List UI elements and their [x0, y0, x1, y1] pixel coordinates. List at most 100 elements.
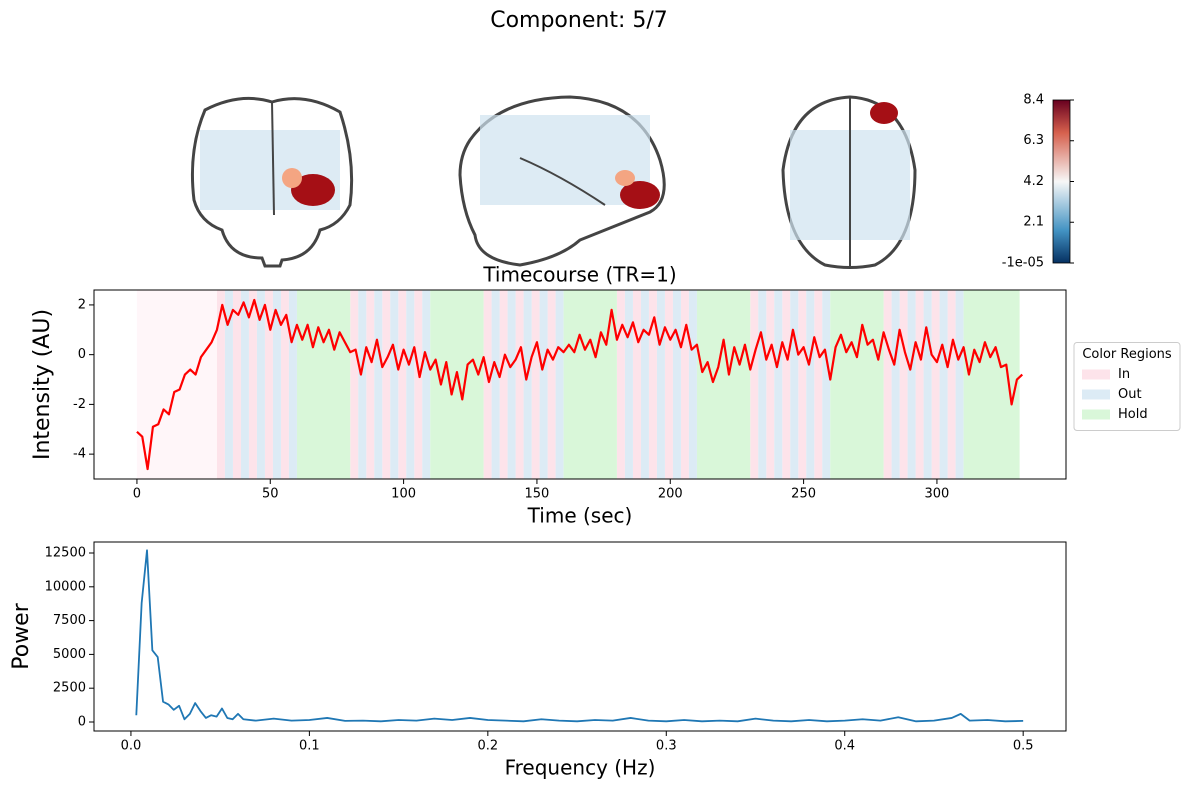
region-span: [798, 290, 807, 479]
region-span: [696, 290, 751, 479]
region-span: [766, 290, 775, 479]
legend-box: [1073, 342, 1181, 431]
y-tick-label: 2: [78, 297, 86, 312]
region-span: [640, 290, 649, 479]
legend-label: Hold: [1118, 407, 1148, 422]
region-span: [672, 290, 681, 479]
region-span: [632, 290, 641, 479]
region-span: [296, 290, 351, 479]
x-tick-label: 300: [925, 487, 950, 502]
region-span: [240, 290, 249, 479]
region-span: [264, 290, 273, 479]
y-tick-label: 10000: [45, 579, 86, 594]
figure-title: Component: 5/7: [490, 8, 668, 33]
brain-sagittal: [458, 95, 666, 267]
region-span: [616, 290, 625, 479]
region-span: [280, 290, 289, 479]
region-span: [288, 290, 297, 479]
region-span: [806, 290, 815, 479]
region-span: [680, 290, 689, 479]
y-tick-label: 0: [78, 714, 86, 729]
brain-coronal: [190, 96, 354, 268]
region-span: [499, 290, 508, 479]
region-span: [939, 290, 948, 479]
region-span: [374, 290, 383, 479]
y-axis-label: Power: [9, 602, 34, 669]
legend-label: Out: [1118, 387, 1142, 402]
region-span: [774, 290, 783, 479]
region-span: [899, 290, 908, 479]
x-tick-label: 0.5: [1013, 739, 1034, 754]
region-span: [624, 290, 633, 479]
legend-label: In: [1118, 367, 1130, 382]
data-line: [136, 298, 1024, 471]
region-span: [539, 290, 548, 479]
region-span: [232, 290, 241, 479]
y-tick-label: -4: [73, 447, 86, 462]
region-span: [814, 290, 823, 479]
x-tick-label: 0.3: [656, 739, 677, 754]
region-span: [883, 290, 892, 479]
region-span: [430, 290, 484, 479]
region-span: [830, 290, 884, 479]
region-span: [555, 290, 564, 479]
region-span: [963, 290, 1020, 479]
region-span: [915, 290, 924, 479]
region-span: [256, 290, 265, 479]
x-tick-label: 0: [133, 487, 141, 502]
x-tick-label: 0.4: [834, 739, 855, 754]
region-span: [483, 290, 492, 479]
region-span: [563, 290, 617, 479]
region-span: [272, 290, 281, 479]
x-tick-label: 50: [262, 487, 279, 502]
region-span: [515, 290, 524, 479]
region-span: [224, 290, 233, 479]
region-span: [531, 290, 540, 479]
y-tick-label: -2: [73, 397, 86, 412]
region-span: [664, 290, 673, 479]
x-tick-label: 150: [525, 487, 550, 502]
region-span: [790, 290, 799, 479]
region-span: [923, 290, 932, 479]
axes-frame: [93, 289, 1067, 480]
x-tick-label: 200: [658, 487, 683, 502]
region-span: [491, 290, 500, 479]
region-span: [955, 290, 964, 479]
legend-swatch: [1082, 409, 1110, 420]
region-span: [822, 290, 831, 479]
x-tick-label: 0.1: [299, 739, 320, 754]
x-tick-label: 100: [391, 487, 416, 502]
x-tick-label: 0.2: [477, 739, 498, 754]
colorbar-tick-label: 4.2: [1023, 174, 1044, 189]
y-tick-label: 0: [78, 347, 86, 362]
region-span: [216, 290, 225, 479]
region-span: [390, 290, 399, 479]
y-axis-label: Intensity (AU): [30, 309, 55, 460]
y-tick-label: 2500: [53, 681, 86, 696]
colorbar-tick-label: 2.1: [1023, 215, 1044, 230]
region-span: [648, 290, 657, 479]
y-tick-label: 7500: [53, 613, 86, 628]
region-span: [406, 290, 415, 479]
data-line: [135, 549, 1024, 723]
region-span: [382, 290, 391, 479]
y-tick-label: 5000: [53, 647, 86, 662]
legend-title: Color Regions: [1082, 347, 1172, 362]
colorbar-tick-label: -1e-05: [1002, 256, 1044, 271]
region-span: [358, 290, 367, 479]
legend-swatch: [1082, 369, 1110, 380]
region-span: [366, 290, 375, 479]
region-span: [758, 290, 767, 479]
region-span: [750, 290, 759, 479]
colorbar-tick-label: 8.4: [1023, 93, 1044, 108]
region-span: [688, 290, 697, 479]
x-axis-label: Frequency (Hz): [505, 756, 656, 780]
region-span: [422, 290, 431, 479]
x-tick-label: 0.0: [121, 739, 142, 754]
region-span: [414, 290, 423, 479]
region-span: [931, 290, 940, 479]
region-span: [507, 290, 516, 479]
brain-axial: [781, 95, 917, 269]
region-span: [656, 290, 665, 479]
